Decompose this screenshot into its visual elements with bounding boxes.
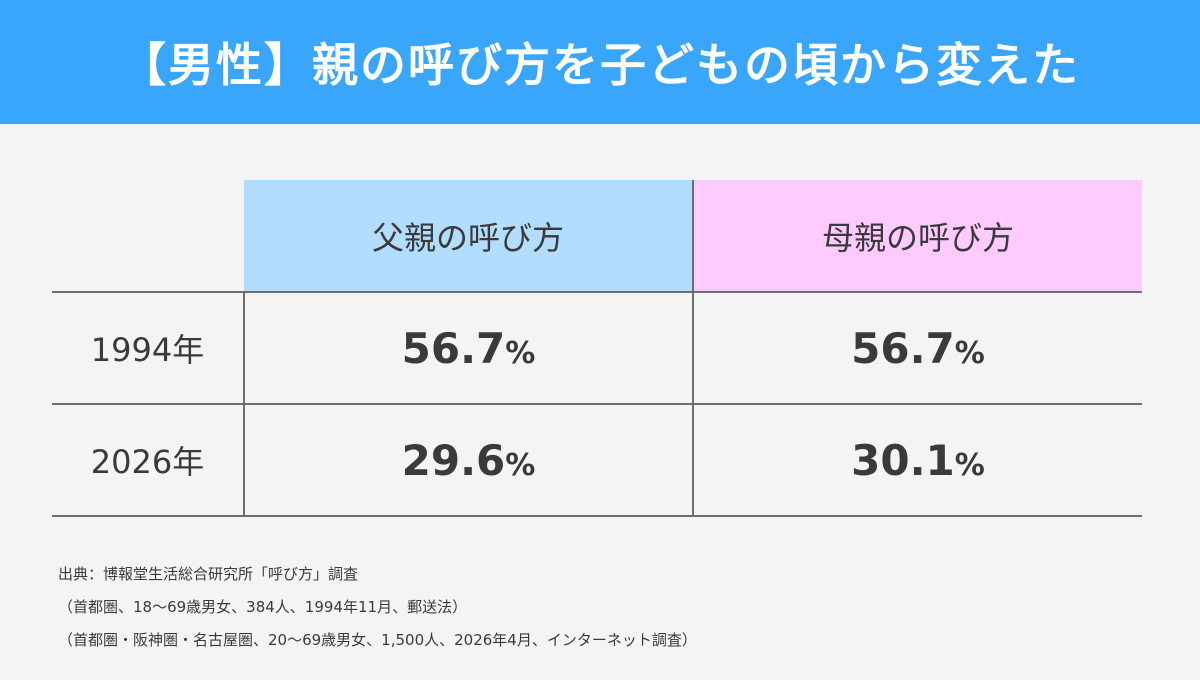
table-row-2026: 2026年 29.6% 30.1% — [52, 404, 1142, 517]
row-label-1994: 1994年 — [52, 292, 245, 405]
chart-title: 【男性】親の呼び方を子どもの頃から変えた — [120, 38, 1080, 92]
source-line-3: （首都圏・阪神圏・名古屋圏、20～69歳男女、1,500人、2026年4月、イン… — [58, 631, 697, 649]
unit-1994-father: % — [505, 335, 536, 371]
source-line-1: 出典：博報堂生活総合研究所「呼び方」調査 — [58, 565, 359, 583]
source-line-2: （首都圏、18～69歳男女、384人、1994年11月、郵送法） — [58, 598, 468, 616]
column-header-father: 父親の呼び方 — [244, 180, 694, 293]
value-cell-2026-mother: 30.1% — [693, 404, 1142, 517]
unit-2026-father: % — [505, 447, 536, 483]
value-cell-1994-mother: 56.7% — [693, 292, 1142, 405]
value-2026-father: 29.6 — [401, 435, 506, 485]
value-cell-1994-father: 56.7% — [244, 292, 694, 405]
header-row: 父親の呼び方 母親の呼び方 — [52, 180, 1142, 293]
value-2026-mother: 30.1 — [851, 435, 955, 485]
table-row-1994: 1994年 56.7% 56.7% — [52, 292, 1142, 405]
value-1994-father: 56.7 — [401, 323, 506, 373]
header-banner: 【男性】親の呼び方を子どもの頃から変えた — [0, 0, 1200, 124]
row-label-2026: 2026年 — [52, 404, 245, 517]
column-header-mother: 母親の呼び方 — [693, 180, 1142, 293]
corner-cell — [52, 180, 244, 293]
value-cell-2026-father: 29.6% — [244, 404, 694, 517]
value-1994-mother: 56.7 — [851, 323, 955, 373]
unit-2026-mother: % — [954, 447, 985, 483]
source-notes: 出典：博報堂生活総合研究所「呼び方」調査 （首都圏、18～69歳男女、384人、… — [58, 558, 697, 657]
comparison-table: 父親の呼び方 母親の呼び方 1994年 56.7% 56.7% 2026年 29… — [52, 180, 1142, 517]
unit-1994-mother: % — [954, 335, 985, 371]
